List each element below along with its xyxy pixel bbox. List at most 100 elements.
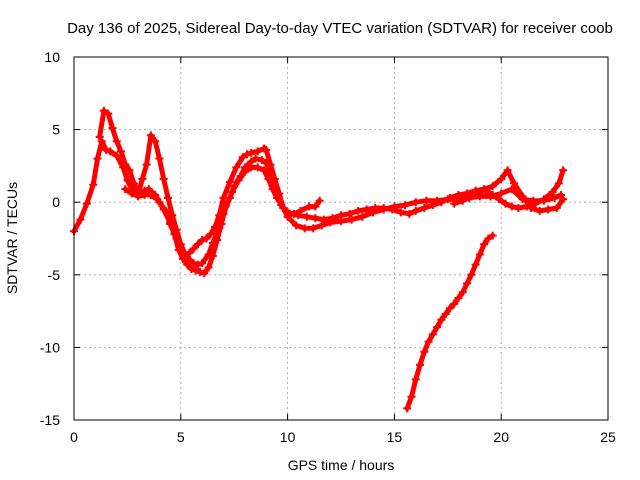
data-point bbox=[484, 234, 493, 243]
data-point bbox=[411, 206, 420, 215]
data-point bbox=[166, 218, 175, 227]
data-point bbox=[401, 201, 410, 210]
data-point bbox=[362, 205, 371, 214]
data-point bbox=[309, 224, 318, 233]
data-point bbox=[488, 182, 497, 191]
data-point bbox=[193, 240, 202, 249]
data-point bbox=[317, 221, 326, 230]
data-point bbox=[463, 279, 472, 288]
data-point bbox=[411, 375, 420, 384]
data-point bbox=[358, 212, 367, 221]
data-point bbox=[93, 154, 102, 163]
data-point bbox=[253, 163, 262, 172]
series-line bbox=[404, 233, 496, 411]
data-point bbox=[347, 215, 356, 224]
data-point bbox=[488, 231, 497, 240]
y-tick-label: 5 bbox=[52, 122, 60, 138]
series-track-4 bbox=[403, 231, 497, 413]
y-tick-label: 10 bbox=[44, 49, 60, 65]
data-point bbox=[138, 174, 147, 183]
data-point bbox=[95, 132, 104, 141]
data-point bbox=[257, 156, 266, 165]
data-point bbox=[104, 109, 113, 118]
data-point bbox=[102, 145, 111, 154]
data-point bbox=[292, 221, 301, 230]
data-point bbox=[458, 288, 467, 297]
data-point bbox=[168, 211, 177, 220]
data-point bbox=[108, 124, 117, 133]
data-point bbox=[247, 148, 256, 157]
x-tick-label: 0 bbox=[70, 429, 78, 445]
data-point bbox=[232, 163, 241, 172]
data-point bbox=[123, 176, 132, 185]
data-point bbox=[388, 205, 397, 214]
data-point bbox=[193, 260, 202, 269]
data-point bbox=[539, 195, 548, 204]
data-point bbox=[424, 337, 433, 346]
data-point bbox=[112, 151, 121, 160]
data-point bbox=[129, 179, 138, 188]
data-point bbox=[319, 215, 328, 224]
data-point bbox=[345, 209, 354, 218]
data-point bbox=[163, 193, 172, 202]
x-axis-label: GPS time / hours bbox=[288, 457, 395, 473]
data-point bbox=[253, 147, 262, 156]
data-point bbox=[99, 106, 108, 115]
data-point bbox=[437, 198, 446, 207]
data-point bbox=[217, 219, 226, 228]
y-tick-label: -10 bbox=[40, 339, 60, 355]
data-point bbox=[531, 199, 540, 208]
data-point bbox=[302, 212, 311, 221]
data-point bbox=[422, 196, 431, 205]
data-point bbox=[559, 166, 568, 175]
data-point bbox=[121, 160, 130, 169]
data-point bbox=[183, 260, 192, 269]
data-point bbox=[187, 264, 196, 273]
data-point bbox=[204, 263, 213, 272]
data-point bbox=[159, 205, 168, 214]
data-point bbox=[467, 192, 476, 201]
data-point bbox=[202, 234, 211, 243]
data-point bbox=[260, 166, 269, 175]
data-point bbox=[268, 185, 277, 194]
data-point bbox=[144, 185, 153, 194]
data-point bbox=[116, 147, 125, 156]
data-point bbox=[467, 270, 476, 279]
data-point bbox=[482, 186, 491, 195]
data-point bbox=[174, 246, 183, 255]
data-point bbox=[243, 150, 252, 159]
data-point bbox=[89, 180, 98, 189]
data-point bbox=[225, 177, 234, 186]
data-point bbox=[272, 193, 281, 202]
data-point bbox=[134, 192, 143, 201]
data-point bbox=[495, 195, 504, 204]
data-point bbox=[437, 315, 446, 324]
grid bbox=[74, 57, 608, 420]
data-point bbox=[264, 174, 273, 183]
data-point bbox=[450, 199, 459, 208]
data-point bbox=[554, 179, 563, 188]
data-point bbox=[125, 166, 134, 175]
data-point bbox=[518, 192, 527, 201]
data-point bbox=[559, 195, 568, 204]
data-point bbox=[501, 199, 510, 208]
data-point bbox=[262, 145, 271, 154]
data-point bbox=[480, 240, 489, 249]
data-point bbox=[159, 174, 168, 183]
data-point bbox=[458, 196, 467, 205]
data-point bbox=[507, 202, 516, 211]
data-point bbox=[445, 193, 454, 202]
data-point bbox=[475, 188, 484, 197]
data-point bbox=[420, 347, 429, 356]
axis-ticks: 0 5 10 15 20 25 -15 -10 -5 0 5 10 bbox=[40, 49, 616, 445]
data-point bbox=[328, 214, 337, 223]
data-point bbox=[557, 190, 566, 199]
series-track-5 bbox=[450, 166, 568, 213]
series-line bbox=[451, 167, 566, 211]
data-point bbox=[189, 259, 198, 268]
data-point bbox=[420, 204, 429, 213]
data-point bbox=[170, 230, 179, 239]
data-point bbox=[196, 267, 205, 276]
data-point bbox=[497, 189, 506, 198]
